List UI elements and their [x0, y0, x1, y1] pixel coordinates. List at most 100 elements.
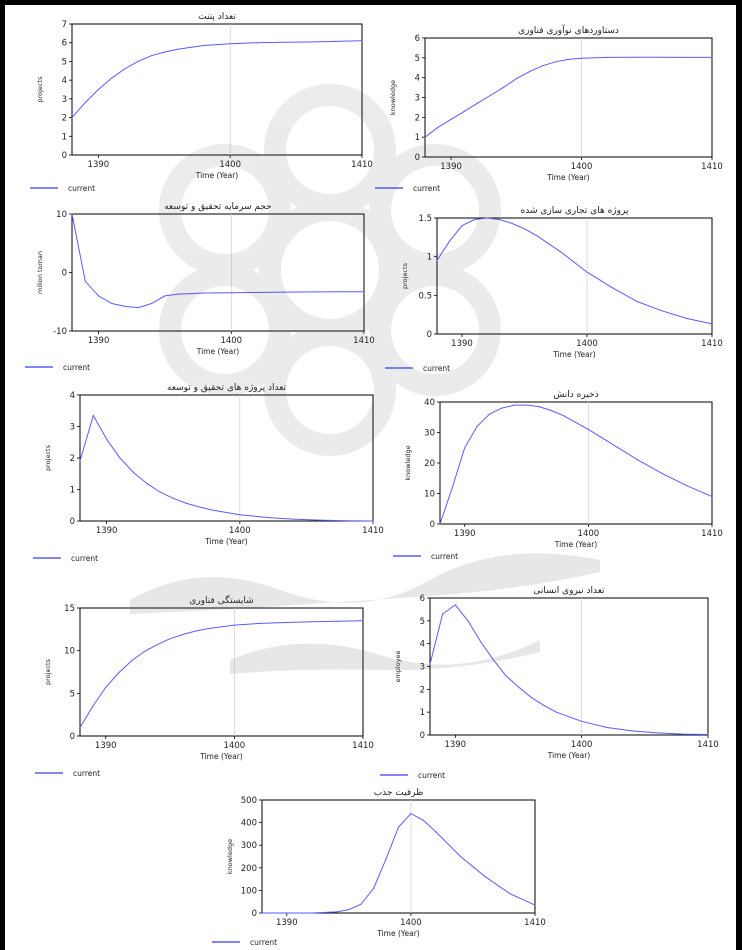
y-tick-label: 6	[415, 34, 420, 44]
x-tick-label: 1410	[524, 918, 546, 928]
data-point	[502, 87, 504, 89]
data-point	[164, 295, 166, 297]
data-point	[137, 307, 139, 309]
x-tick-label: 1390	[451, 339, 473, 349]
x-tick-label: 1410	[352, 741, 374, 751]
data-point	[163, 51, 165, 53]
x-axis-label: Time (Year)	[546, 173, 590, 182]
y-tick-label: 2	[420, 685, 425, 695]
data-point	[361, 40, 363, 42]
x-tick-label: 1390	[440, 162, 462, 172]
plot-area	[439, 401, 713, 525]
x-tick-label: 1400	[571, 740, 593, 750]
data-point	[488, 413, 491, 415]
data-point	[550, 409, 552, 412]
data-point	[586, 271, 588, 273]
x-tick-label: 1400	[400, 918, 422, 928]
y-tick-label: 30	[424, 429, 435, 439]
data-point	[208, 627, 210, 630]
x-tick-label: 1410	[701, 162, 723, 172]
data-point	[536, 235, 538, 237]
data-point	[84, 102, 86, 104]
data-point	[124, 68, 126, 70]
data-point	[484, 876, 486, 878]
legend-label: current	[413, 184, 440, 193]
data-point	[437, 126, 439, 128]
data-point	[498, 218, 501, 221]
data-point	[633, 56, 635, 58]
data-point	[435, 831, 437, 833]
y-tick-label: 400	[241, 819, 257, 829]
x-axis-label: Time (Year)	[554, 540, 598, 549]
data-point	[661, 310, 663, 312]
data-point	[97, 88, 99, 91]
x-tick-label: 1410	[697, 740, 719, 750]
data-point	[580, 57, 583, 59]
data-point	[150, 55, 152, 57]
legend-label: current	[68, 184, 95, 193]
data-point	[335, 911, 338, 913]
y-tick-label: 0	[62, 269, 67, 279]
legend-label: current	[250, 938, 277, 947]
x-tick-label: 1410	[362, 526, 384, 536]
data-point	[429, 663, 431, 665]
x-tick-label: 1400	[578, 529, 600, 539]
data-point	[97, 295, 100, 297]
chart-title: شایستگی فناوری	[189, 594, 253, 606]
data-point	[711, 496, 713, 498]
data-point	[124, 305, 126, 307]
chart-human-resources: 0 1 2 3 4 5 6 1390 1400 1410 تعداد نیروی انسانی Tim…	[380, 586, 719, 780]
data-point	[185, 502, 188, 504]
x-tick-label: 1400	[229, 526, 251, 536]
data-point	[190, 46, 192, 49]
data-point	[335, 40, 337, 43]
x-axis-label: Time (Year)	[195, 171, 239, 180]
data-point	[541, 65, 544, 67]
data-point	[373, 887, 375, 889]
data-point	[176, 48, 179, 50]
y-tick-label: 2	[70, 454, 75, 464]
y-tick-label: 3	[70, 423, 75, 433]
data-point	[707, 733, 709, 736]
data-point	[292, 518, 294, 520]
data-point	[523, 228, 526, 230]
x-tick-label: 1410	[701, 529, 723, 539]
data-point	[682, 733, 684, 735]
data-point	[92, 705, 94, 707]
data-point	[285, 621, 287, 624]
data-point	[636, 300, 638, 303]
y-axis-label: milion toman	[36, 251, 44, 294]
y-tick-label: 10	[424, 490, 435, 500]
data-point	[538, 406, 540, 408]
y-tick-label: 5	[415, 54, 420, 64]
y-axis-label: knowledge	[404, 445, 412, 480]
data-point	[130, 660, 133, 662]
plot-area	[424, 37, 713, 158]
data-point	[230, 292, 232, 294]
data-point	[463, 110, 465, 112]
data-point	[182, 633, 184, 636]
data-point	[464, 447, 466, 449]
y-tick-label: 1.5	[418, 214, 432, 224]
data-point	[172, 497, 174, 499]
x-axis-label: Time (Year)	[547, 751, 591, 760]
data-point	[92, 414, 94, 417]
y-tick-label: 500	[241, 796, 257, 806]
data-point	[711, 56, 713, 59]
data-point	[454, 604, 456, 606]
legend-label: current	[73, 769, 100, 778]
chart-title: پروژه های تجاری سازی شده	[521, 206, 629, 216]
data-point	[106, 438, 108, 440]
data-point	[489, 94, 491, 97]
x-axis-label: Time (Year)	[199, 752, 243, 761]
x-tick-label: 1390	[276, 918, 298, 928]
y-tick-label: -10	[53, 327, 67, 337]
data-point	[530, 696, 532, 698]
chart-title: تعداد پروژه های تحقیق و توسعه	[167, 383, 287, 393]
y-tick-label: 0	[70, 732, 75, 742]
y-tick-label: 3	[415, 94, 420, 104]
data-point	[169, 638, 171, 640]
y-tick-label: 0	[62, 151, 67, 161]
data-point	[467, 620, 469, 622]
